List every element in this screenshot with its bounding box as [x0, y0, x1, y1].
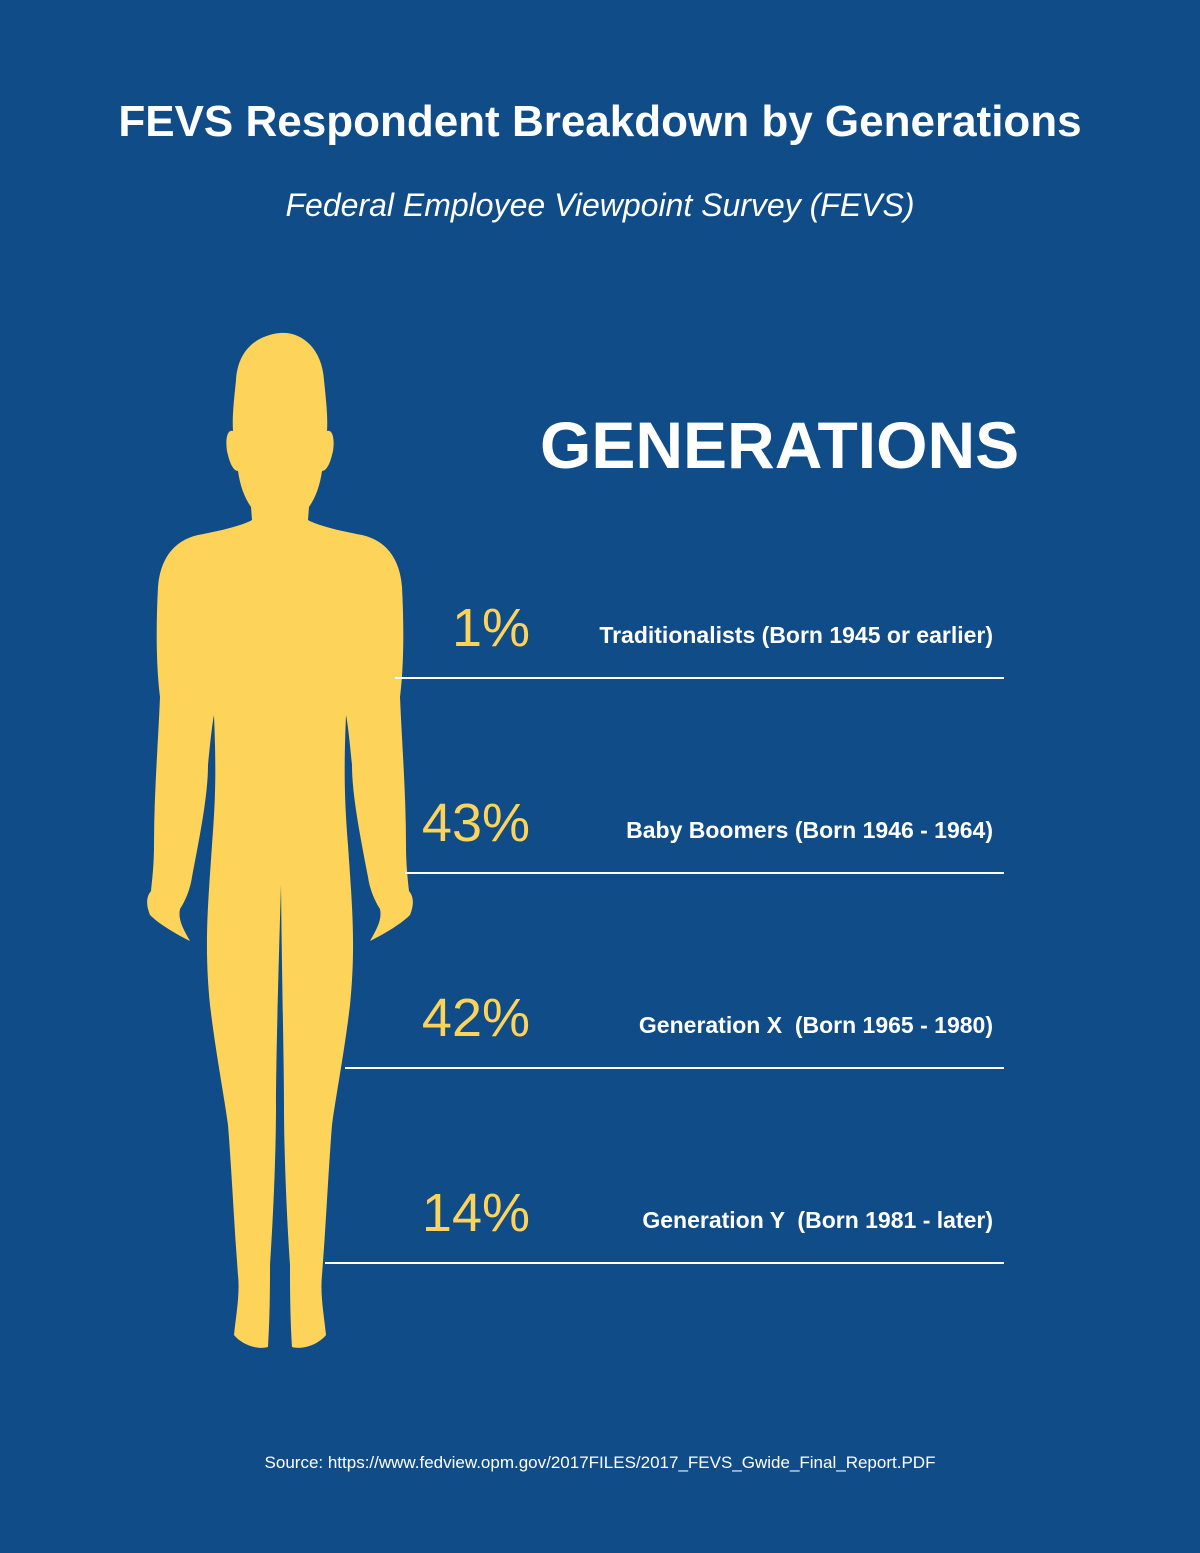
generation-label: Baby Boomers (Born 1946 - 1964) [626, 817, 993, 843]
generation-row: 14% Generation Y (Born 1981 - later) [325, 1183, 1004, 1264]
generation-row: 42% Generation X (Born 1965 - 1980) [345, 988, 1004, 1069]
source-note: Source: https://www.fedview.opm.gov/2017… [264, 1453, 936, 1472]
page-title: FEVS Respondent Breakdown by Generations [118, 97, 1082, 146]
percent-label: 43% [422, 793, 530, 853]
percent-label: 14% [422, 1183, 530, 1243]
generation-label: Generation X (Born 1965 - 1980) [639, 1012, 993, 1038]
generation-label: Traditionalists (Born 1945 or earlier) [599, 622, 993, 648]
percent-label: 42% [422, 988, 530, 1048]
generation-row: 43% Baby Boomers (Born 1946 - 1964) [405, 793, 1004, 874]
generation-label: Generation Y (Born 1981 - later) [642, 1207, 993, 1233]
generation-row: 1% Traditionalists (Born 1945 or earlier) [395, 598, 1004, 679]
page-subtitle: Federal Employee Viewpoint Survey (FEVS) [285, 187, 915, 223]
chart-heading: GENERATIONS [540, 408, 1020, 482]
person-silhouette-icon [147, 332, 413, 1348]
percent-label: 1% [452, 598, 530, 658]
